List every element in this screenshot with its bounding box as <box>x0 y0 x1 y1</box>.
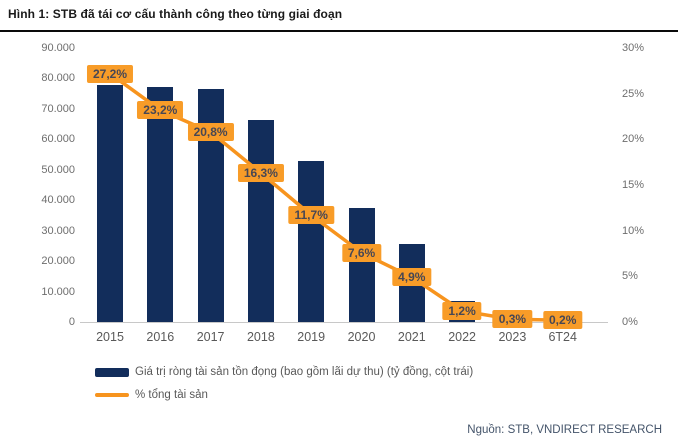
y-axis-right-tick: 30% <box>622 42 645 54</box>
x-axis-label: 2021 <box>397 330 426 344</box>
point-label-6T24: 0,2% <box>543 311 583 330</box>
x-axis-label: 2020 <box>347 330 376 344</box>
point-label-2023: 0,3% <box>492 310 533 329</box>
y-axis-left-tick: 10.000 <box>41 285 75 298</box>
y-axis-left-tick: 60.000 <box>41 133 75 146</box>
x-axis-label: 2016 <box>146 330 175 344</box>
bar-2016 <box>147 86 174 322</box>
figure-title: Hình 1: STB đã tái cơ cấu thành công the… <box>8 7 343 21</box>
y-axis-right-tick: 15% <box>622 179 645 191</box>
point-label-2022: 1,2% <box>442 302 482 321</box>
y-axis-right-tick: 10% <box>622 224 645 237</box>
y-axis-left-tick: 0 <box>68 316 75 328</box>
point-label-2016: 23,2% <box>137 101 184 120</box>
point-label-2015: 27,2% <box>86 64 134 83</box>
x-axis-label: 2018 <box>246 330 275 344</box>
legend-item-bar: Giá trị ròng tài sản tồn đọng (bao gồm l… <box>95 362 473 382</box>
y-axis-left-tick: 40.000 <box>41 194 75 207</box>
y-axis-left-tick: 90.000 <box>41 42 75 54</box>
point-label-2019: 11,7% <box>288 206 334 225</box>
y-axis-left-tick: 70.000 <box>41 102 75 115</box>
y-axis-left-tick: 80.000 <box>41 72 75 85</box>
bar-2019 <box>298 160 325 322</box>
source-note: Nguồn: STB, VNDIRECT RESEARCH <box>467 424 662 436</box>
bar-2020 <box>348 208 375 322</box>
y-axis-left-tick: 30.000 <box>41 224 75 237</box>
legend: Giá trị ròng tài sản tồn đọng (bao gồm l… <box>95 362 473 405</box>
legend-line-swatch <box>95 393 129 397</box>
x-axis-label: 2015 <box>96 330 124 344</box>
y-axis-left-tick: 20.000 <box>41 255 75 268</box>
y-axis-left-tick: 50.000 <box>41 163 75 176</box>
bar-2015 <box>97 84 123 322</box>
x-axis-label: 2017 <box>196 330 225 344</box>
point-label-2017: 20,8% <box>187 123 234 142</box>
legend-line-label: % tổng tài sản <box>135 389 208 401</box>
point-label-2021: 4,9% <box>392 268 432 287</box>
x-axis-label: 2023 <box>498 330 527 344</box>
y-axis-right-tick: 25% <box>622 87 645 100</box>
bar-2018 <box>247 119 274 322</box>
x-axis-label: 2019 <box>297 330 326 344</box>
legend-bar-label: Giá trị ròng tài sản tồn đọng (bao gồm l… <box>135 366 474 378</box>
point-label-2020: 7,6% <box>341 243 382 262</box>
y-axis-right-tick: 20% <box>622 133 645 146</box>
y-axis-right-tick: 0% <box>622 316 638 328</box>
y-axis-right-tick: 5% <box>622 270 638 283</box>
x-axis-label: 6T24 <box>548 330 577 344</box>
x-axis-label: 2022 <box>448 330 476 344</box>
legend-item-line: % tổng tài sản <box>95 385 473 405</box>
x-axis-line <box>80 322 608 323</box>
legend-bar-swatch <box>95 367 129 377</box>
point-label-2018: 16,3% <box>237 164 284 183</box>
title-rule <box>0 30 678 32</box>
